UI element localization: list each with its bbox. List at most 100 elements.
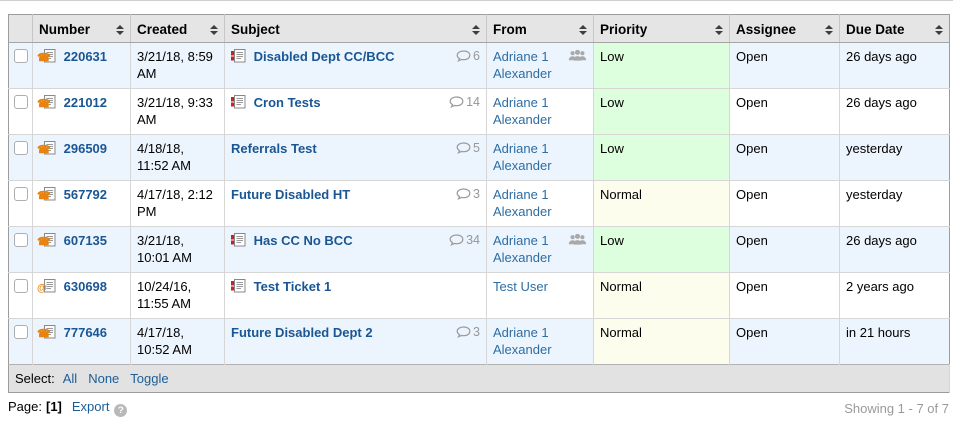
ticket-subject-link[interactable]: Test Ticket 1 — [253, 279, 332, 294]
priority-cell: Normal — [593, 318, 730, 365]
from-user-link[interactable]: Adriane 1 Alexander — [493, 233, 552, 265]
sort-arrows-icon — [116, 24, 124, 35]
from-user-link[interactable]: Adriane 1 Alexander — [493, 325, 552, 357]
column-header-from[interactable]: From — [486, 14, 594, 43]
row-checkbox-cell — [8, 318, 33, 365]
ticket-number-link[interactable]: 777646 — [63, 325, 108, 340]
row-checkbox[interactable] — [14, 141, 28, 155]
row-checkbox[interactable] — [14, 233, 28, 247]
ticket-subject-link[interactable]: Disabled Dept CC/BCC — [253, 49, 395, 64]
sort-arrows-icon — [210, 24, 218, 35]
created-cell: 3/21/18, 10:01 AM — [130, 226, 225, 273]
page-label: Page: — [8, 399, 42, 414]
comment-count: 6 — [473, 49, 480, 63]
select-all-link[interactable]: All — [62, 371, 78, 386]
table-row: ☎ 221012 3/21/18, 9:33 AM Cron Tests 14 — [8, 88, 950, 135]
ticket-subject-link[interactable]: Future Disabled Dept 2 — [231, 325, 373, 340]
row-checkbox[interactable] — [14, 95, 28, 109]
from-cell: Adriane 1 Alexander — [486, 42, 594, 89]
row-checkbox-cell — [8, 226, 33, 273]
select-toggle-link[interactable]: Toggle — [130, 371, 169, 386]
column-label: Priority — [600, 21, 648, 37]
column-header-created[interactable]: Created — [130, 14, 225, 43]
ticket-number-link[interactable]: 220631 — [63, 49, 108, 64]
ticket-number-link[interactable]: 296509 — [63, 141, 108, 156]
row-checkbox[interactable] — [14, 325, 28, 339]
select-bar-row: Select: All None Toggle — [8, 364, 950, 393]
assignee-cell: Open — [729, 226, 840, 273]
subject-cell: Test Ticket 1 — [224, 272, 487, 319]
column-label: Subject — [231, 21, 280, 37]
from-user-link[interactable]: Adriane 1 Alexander — [493, 187, 552, 219]
ticket-subject-link[interactable]: Cron Tests — [253, 95, 321, 110]
pagination-left: Page: [1] Export? — [8, 399, 131, 417]
help-circle-icon[interactable]: ? — [114, 404, 128, 417]
column-header-priority[interactable]: Priority — [593, 14, 730, 43]
phone-ticket-icon: ☎ — [37, 324, 57, 340]
from-cell: Adriane 1 Alexander — [486, 88, 594, 135]
assignee-cell: Open — [729, 318, 840, 365]
from-user-link[interactable]: Test User — [493, 279, 548, 294]
priority-cell: Normal — [593, 272, 730, 319]
from-cell: Adriane 1 Alexander — [486, 318, 594, 365]
from-cell: Test User — [486, 272, 594, 319]
table-header-row: Number Created Subject From Priority Ass… — [8, 14, 950, 43]
from-user-link[interactable]: Adriane 1 Alexander — [493, 141, 552, 173]
ticket-subject-link[interactable]: Has CC No BCC — [253, 233, 353, 248]
comment-indicator: 3 — [456, 324, 480, 341]
comment-count: 3 — [473, 325, 480, 339]
phone-ticket-icon: ☎ — [37, 48, 57, 64]
header-checkbox-column — [8, 14, 33, 43]
ticket-number-link[interactable]: 567792 — [63, 187, 108, 202]
row-checkbox[interactable] — [14, 187, 28, 201]
ticket-number-link[interactable]: 221012 — [63, 95, 108, 110]
ticket-number-link[interactable]: 630698 — [63, 279, 108, 294]
table-row: ☎ 296509 4/18/18, 11:52 AM Referrals Tes… — [8, 134, 950, 181]
ticket-subject-link[interactable]: Future Disabled HT — [231, 187, 351, 202]
comment-count: 14 — [466, 95, 480, 109]
phone-ticket-icon: ☎ — [37, 232, 57, 248]
subject-cell: Has CC No BCC 34 — [224, 226, 487, 273]
comment-bubble-icon — [456, 188, 471, 201]
column-header-due-date[interactable]: Due Date — [839, 14, 950, 43]
created-cell: 4/17/18, 10:52 AM — [130, 318, 225, 365]
created-cell: 10/24/16, 11:55 AM — [130, 272, 225, 319]
assignee-cell: Open — [729, 180, 840, 227]
due-date-cell: in 21 hours — [839, 318, 950, 365]
select-none-link[interactable]: None — [88, 371, 120, 386]
ticket-number-link[interactable]: 607135 — [63, 233, 108, 248]
from-cell: Adriane 1 Alexander — [486, 134, 594, 181]
subject-cell: Cron Tests 14 — [224, 88, 487, 135]
comment-indicator: 5 — [456, 140, 480, 157]
from-cell: Adriane 1 Alexander — [486, 180, 594, 227]
comment-count: 5 — [473, 141, 480, 155]
column-header-subject[interactable]: Subject — [224, 14, 487, 43]
column-header-number[interactable]: Number — [32, 14, 131, 43]
ticket-table: Number Created Subject From Priority Ass… — [8, 14, 950, 393]
created-cell: 3/21/18, 9:33 AM — [130, 88, 225, 135]
assignee-cell: Open — [729, 88, 840, 135]
comment-bubble-icon — [449, 96, 464, 109]
from-user-link[interactable]: Adriane 1 Alexander — [493, 95, 552, 127]
priority-cell: Low — [593, 42, 730, 89]
subject-cell: Future Disabled Dept 2 3 — [224, 318, 487, 365]
number-cell: ☎ 567792 — [32, 180, 131, 227]
from-cell: Adriane 1 Alexander — [486, 226, 594, 273]
due-date-cell: 2 years ago — [839, 272, 950, 319]
subject-cell: Referrals Test 5 — [224, 134, 487, 181]
row-checkbox[interactable] — [14, 279, 28, 293]
sort-arrows-icon — [715, 24, 723, 35]
ticket-subject-link[interactable]: Referrals Test — [231, 141, 317, 156]
due-date-cell: 26 days ago — [839, 42, 950, 89]
from-user-link[interactable]: Adriane 1 Alexander — [493, 49, 552, 81]
row-checkbox[interactable] — [14, 49, 28, 63]
select-label: Select: — [15, 371, 55, 386]
column-label: Due Date — [846, 21, 905, 37]
column-header-assignee[interactable]: Assignee — [729, 14, 840, 43]
pagination-bar: Page: [1] Export? Showing 1 - 7 of 7 — [8, 399, 949, 417]
red-paper-icon — [231, 232, 246, 252]
created-cell: 4/17/18, 2:12 PM — [130, 180, 225, 227]
table-row: @ 630698 10/24/16, 11:55 AM Test Ticket … — [8, 272, 950, 319]
export-link[interactable]: Export — [71, 399, 110, 414]
current-page: [1] — [45, 399, 62, 414]
